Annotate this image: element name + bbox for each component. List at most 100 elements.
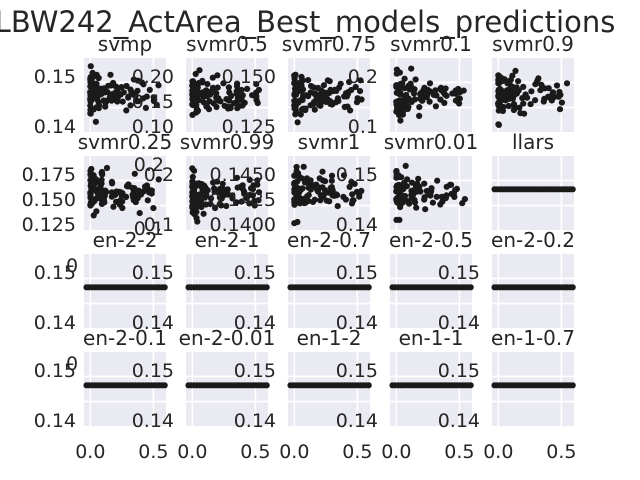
data-point xyxy=(346,183,353,190)
data-point xyxy=(534,77,541,85)
data-point xyxy=(348,200,356,207)
y-tick-label: 0.15 xyxy=(336,262,378,284)
data-point xyxy=(123,107,130,114)
panel-title: en-2-0.1 xyxy=(83,326,167,350)
data-point xyxy=(146,86,153,93)
data-point xyxy=(87,202,94,209)
data-point xyxy=(416,104,423,111)
data-point xyxy=(189,96,196,103)
panel-background xyxy=(84,352,166,426)
data-point xyxy=(443,92,450,99)
data-point xyxy=(119,98,126,105)
data-point xyxy=(313,94,320,101)
panel-svmr0.9: svmr0.9 xyxy=(492,32,574,132)
y-tick-label: 0.15 xyxy=(234,262,276,284)
data-point xyxy=(249,192,256,199)
panel-svmr0.25: svmr0.250.175 0.150 0.125 0.2 0.1 xyxy=(22,130,173,240)
data-point xyxy=(553,82,561,89)
y-tick-label: 0.15 xyxy=(438,360,480,382)
data-point xyxy=(532,97,539,104)
panel-title: llars xyxy=(512,130,554,154)
data-point xyxy=(214,72,221,79)
data-point xyxy=(253,94,260,101)
data-point xyxy=(234,184,241,191)
y-tick-label: 0.1400 xyxy=(210,214,276,236)
data-point xyxy=(421,84,428,91)
data-point xyxy=(234,95,241,102)
data-point xyxy=(238,198,245,205)
data-point xyxy=(393,168,400,175)
y-tick-label: 0.15 xyxy=(132,91,174,113)
data-point xyxy=(291,105,298,112)
data-point xyxy=(255,197,262,204)
data-point xyxy=(291,91,298,98)
panel-en-2-1: en-2-1 0.15 0.14 xyxy=(132,228,270,334)
panel-svmr0.1: svmr0.1 0.2 0.1 xyxy=(348,32,472,138)
data-point xyxy=(127,102,134,109)
data-point xyxy=(210,179,217,186)
data-point xyxy=(302,92,309,99)
data-point xyxy=(246,200,253,207)
y-tick-label: 0.14 xyxy=(336,312,378,334)
data-point xyxy=(433,193,440,200)
data-point xyxy=(92,81,99,88)
panel-background xyxy=(492,352,574,426)
data-point xyxy=(295,170,302,177)
data-point xyxy=(99,190,106,197)
data-point xyxy=(307,102,314,109)
data-point xyxy=(88,165,95,173)
data-point xyxy=(199,89,206,96)
data-point xyxy=(131,170,138,177)
data-point xyxy=(449,90,456,97)
data-point xyxy=(299,106,306,113)
data-point xyxy=(556,106,564,113)
y-tick-label: 0.15 xyxy=(34,66,76,88)
data-point xyxy=(207,195,215,202)
data-point xyxy=(434,177,441,184)
data-point xyxy=(298,175,305,182)
data-point xyxy=(196,191,203,198)
data-point xyxy=(89,74,97,81)
data-point xyxy=(365,382,372,389)
data-point xyxy=(328,177,335,184)
y-tick-label: 0.15 xyxy=(438,262,480,284)
data-point xyxy=(411,196,418,203)
data-point xyxy=(396,69,403,76)
data-point xyxy=(134,87,141,94)
panel-background xyxy=(390,254,472,328)
data-point xyxy=(418,90,425,97)
data-point xyxy=(341,103,348,111)
data-point xyxy=(226,89,233,96)
data-point xyxy=(98,168,106,176)
data-point xyxy=(307,89,314,96)
data-point xyxy=(347,107,354,114)
data-point xyxy=(409,179,416,186)
data-point xyxy=(442,194,449,202)
data-point xyxy=(87,102,94,109)
data-point xyxy=(200,99,207,106)
data-point xyxy=(353,99,361,106)
y-tick-label: 0 xyxy=(66,353,78,375)
data-point xyxy=(505,102,512,110)
panel-title: en-2-1 xyxy=(195,228,260,252)
data-point xyxy=(316,175,323,182)
data-point xyxy=(412,76,419,83)
data-point xyxy=(402,162,409,169)
data-point xyxy=(297,79,304,86)
data-point xyxy=(214,84,221,91)
data-point xyxy=(520,83,527,90)
data-point xyxy=(396,91,403,98)
data-point xyxy=(234,80,241,87)
data-point xyxy=(216,200,223,207)
data-point xyxy=(155,176,162,183)
data-point xyxy=(102,103,109,110)
data-point xyxy=(92,118,99,125)
data-point xyxy=(134,195,141,202)
data-point xyxy=(143,93,150,100)
y-tick-label: 0.1425 xyxy=(210,189,276,211)
data-point xyxy=(192,70,199,78)
data-point xyxy=(211,185,218,192)
data-point xyxy=(93,208,100,215)
data-point xyxy=(88,88,95,95)
x-tick-label: 0.0 xyxy=(381,441,411,463)
